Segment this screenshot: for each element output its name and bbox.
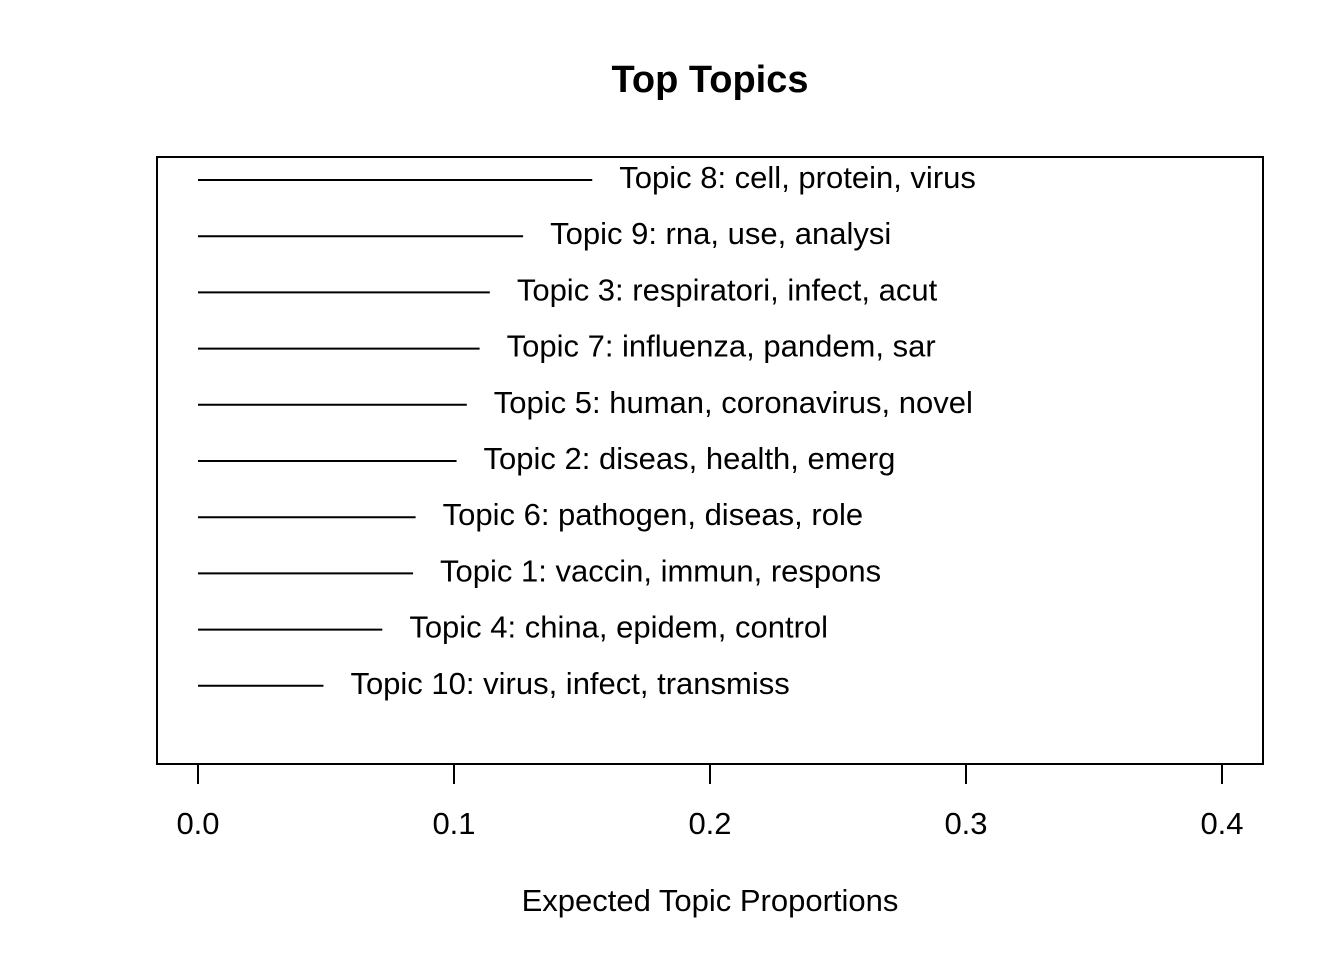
- x-axis-label: Expected Topic Proportions: [522, 883, 899, 918]
- x-tick-label: 0.4: [1200, 806, 1243, 841]
- bar-label: Topic 2: diseas, health, emerg: [484, 441, 896, 476]
- bar-label: Topic 3: respiratori, infect, acut: [517, 272, 938, 307]
- bar-label: Topic 10: virus, infect, transmiss: [350, 666, 789, 701]
- bar-label: Topic 1: vaccin, immun, respons: [440, 553, 881, 588]
- bar-label: Topic 8: cell, protein, virus: [619, 160, 976, 195]
- chart-title: Top Topics: [611, 59, 808, 101]
- bar-label: Topic 5: human, coronavirus, novel: [494, 385, 973, 420]
- bar-label: Topic 7: influenza, pandem, sar: [507, 329, 936, 364]
- bar-label: Topic 6: pathogen, diseas, role: [443, 497, 863, 532]
- x-tick-label: 0.0: [176, 806, 219, 841]
- x-tick-label: 0.3: [944, 806, 987, 841]
- x-axis: 0.0 0.1 0.2 0.3 0.4: [176, 763, 1244, 841]
- bar-label: Topic 9: rna, use, analysi: [550, 216, 891, 251]
- bars-group: Topic 8: cell, protein, virus Topic 9: rn…: [198, 160, 976, 701]
- bar-label: Topic 4: china, epidem, control: [409, 610, 828, 645]
- x-tick-label: 0.1: [432, 806, 475, 841]
- x-tick-label: 0.2: [688, 806, 731, 841]
